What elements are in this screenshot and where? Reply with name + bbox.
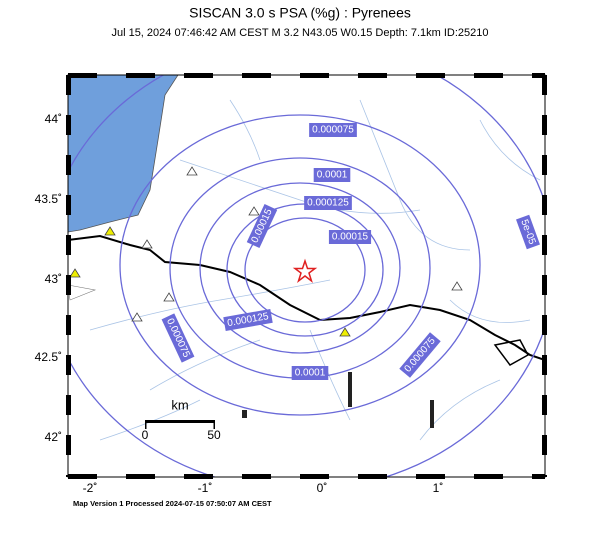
frame-tick bbox=[66, 235, 71, 255]
contour-label-box bbox=[399, 332, 441, 378]
frame-ticks bbox=[66, 73, 547, 479]
lon-label: 0˚ bbox=[317, 481, 328, 495]
frame-tick bbox=[542, 115, 547, 135]
frame-tick bbox=[66, 115, 71, 135]
frame-tick bbox=[542, 395, 547, 415]
contour-label: 0.000125 bbox=[223, 308, 273, 332]
scale-start: 0 bbox=[142, 428, 149, 442]
contour-label-box bbox=[246, 203, 278, 249]
frame-tick bbox=[542, 235, 547, 255]
frame-tick bbox=[242, 474, 271, 479]
lakes bbox=[242, 372, 434, 428]
frame-tick bbox=[416, 73, 445, 78]
frame-tick bbox=[358, 474, 387, 479]
lat-label: 43.5˚ bbox=[35, 192, 62, 206]
frame-tick bbox=[542, 155, 547, 175]
contour-label-text: 0.000075 bbox=[312, 125, 354, 136]
lon-label: 1˚ bbox=[433, 481, 444, 495]
frame-tick bbox=[300, 474, 329, 479]
contour-label-text: 0.00015 bbox=[332, 232, 369, 243]
frame-tick bbox=[66, 355, 71, 375]
title: SISCAN 3.0 s PSA (%g) : Pyrenees bbox=[189, 5, 411, 21]
contour-label-text: 0.0001 bbox=[295, 368, 326, 379]
lon-label: -1˚ bbox=[198, 481, 213, 495]
contour-label-box bbox=[223, 308, 273, 332]
frame-tick bbox=[542, 195, 547, 215]
contour-label: 0.0001 bbox=[291, 366, 329, 380]
lat-label: 44˚ bbox=[45, 112, 62, 126]
footer: Map Version 1 Processed 2024-07-15 07:50… bbox=[73, 499, 272, 508]
contour-label-box bbox=[313, 168, 351, 182]
contour-label-text: 0.000125 bbox=[307, 198, 349, 209]
scale-bar-line bbox=[145, 420, 215, 423]
frame-tick bbox=[542, 75, 547, 95]
frame-tick bbox=[68, 474, 97, 479]
frame-tick bbox=[184, 474, 213, 479]
frame-tick bbox=[66, 75, 71, 95]
frame-tick bbox=[66, 435, 71, 455]
frame-tick bbox=[542, 435, 547, 455]
contour-label-text: 0.0001 bbox=[317, 170, 348, 181]
frame-tick bbox=[542, 315, 547, 335]
rivers bbox=[89, 99, 541, 441]
lat-label: 42.5˚ bbox=[35, 350, 62, 364]
frame-tick bbox=[184, 73, 213, 78]
map-area bbox=[68, 75, 545, 477]
frame-tick bbox=[68, 73, 97, 78]
contour-label-box bbox=[328, 230, 372, 244]
frame-tick bbox=[532, 474, 545, 479]
frame-tick bbox=[126, 474, 155, 479]
frame-tick bbox=[474, 73, 503, 78]
contour-label-box bbox=[291, 366, 329, 380]
frame-tick bbox=[542, 275, 547, 295]
scale-unit: km bbox=[171, 397, 188, 412]
lat-label: 42˚ bbox=[45, 430, 62, 444]
contour-label: 0.000125 bbox=[304, 196, 352, 210]
frame-tick bbox=[66, 155, 71, 175]
scale-bar: km 0 50 bbox=[142, 397, 221, 442]
frame-tick bbox=[66, 395, 71, 415]
contour-label-box bbox=[516, 214, 540, 250]
lon-label: -2˚ bbox=[83, 481, 98, 495]
frame-tick bbox=[474, 474, 503, 479]
frame-tick bbox=[66, 315, 71, 335]
contour-label: 0.000075 bbox=[309, 123, 357, 137]
lat-label: 43˚ bbox=[45, 272, 62, 286]
scale-bar-tick bbox=[145, 420, 147, 429]
contour-label-box bbox=[309, 123, 357, 137]
frame-tick bbox=[66, 195, 71, 215]
ocean bbox=[68, 75, 179, 233]
frame-tick bbox=[242, 73, 271, 78]
frame-tick bbox=[532, 73, 545, 78]
border bbox=[493, 339, 530, 366]
frame-tick bbox=[542, 355, 547, 375]
frame-tick bbox=[358, 73, 387, 78]
contour-label-box bbox=[304, 196, 352, 210]
stations bbox=[69, 166, 463, 337]
frame-tick bbox=[300, 73, 329, 78]
epicenter bbox=[292, 258, 318, 284]
frame-tick bbox=[126, 73, 155, 78]
frame-tick bbox=[416, 474, 445, 479]
subtitle: Jul 15, 2024 07:46:42 AM CEST M 3.2 N43.… bbox=[111, 27, 488, 39]
contour-label-box bbox=[161, 313, 195, 363]
scale-end: 50 bbox=[207, 428, 221, 442]
scale-bar-tick bbox=[213, 420, 215, 429]
contour-label: 0.00015 bbox=[328, 230, 372, 244]
contour-label: 0.0001 bbox=[313, 168, 351, 182]
frame-tick bbox=[66, 275, 71, 295]
